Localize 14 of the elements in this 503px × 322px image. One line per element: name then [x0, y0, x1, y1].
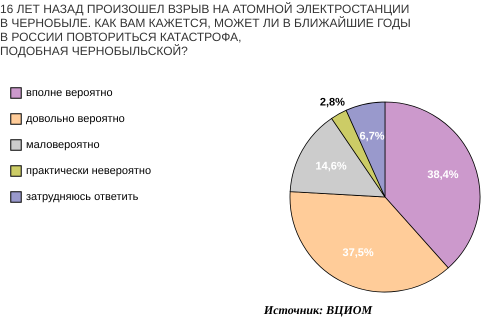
- legend-label: вполне вероятно: [26, 87, 113, 99]
- legend-label: затрудняюсь ответить: [26, 191, 139, 203]
- text: 16 ЛЕТ НАЗАД ПРОИЗОШЕЛ ВЗРЫВ НА АТОМНОЙ ЭЛЕКТРОСТАНЦИИ: [0, 2, 410, 16]
- legend-label: практически невероятно: [26, 165, 152, 177]
- legend-label: довольно вероятно: [26, 113, 125, 125]
- data-label: 38,4%: [427, 168, 459, 181]
- text: В ЧЕРНОБЫЛЕ. КАК ВАМ КАЖЕТСЯ, МОЖЕТ ЛИ В БЛИЖАЙШИЕ ГОДЫ: [0, 16, 411, 30]
- text: Источник: ВЦИОМ: [262, 303, 372, 317]
- text: В РОССИИ ПОВТОРИТЬСЯ КАТАСТРОФА,: [0, 30, 242, 44]
- data-label: 37,5%: [342, 246, 374, 259]
- data-label: 2,8%: [320, 96, 346, 109]
- legend-label: маловероятно: [26, 139, 100, 151]
- data-label: 6,7%: [360, 130, 385, 142]
- text: ПОДОБНАЯ ЧЕРНОБЫЛЬСКОЙ?: [0, 44, 188, 58]
